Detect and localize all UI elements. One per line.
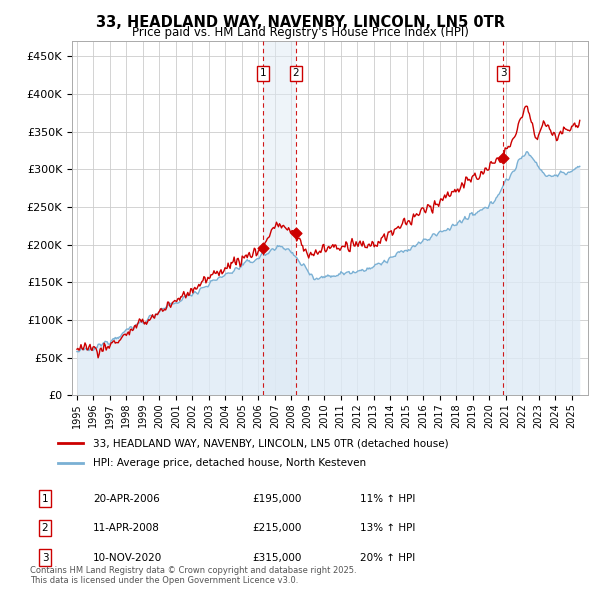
Text: 20% ↑ HPI: 20% ↑ HPI (360, 553, 415, 562)
Text: 10-NOV-2020: 10-NOV-2020 (93, 553, 162, 562)
Text: 33, HEADLAND WAY, NAVENBY, LINCOLN, LN5 0TR: 33, HEADLAND WAY, NAVENBY, LINCOLN, LN5 … (95, 15, 505, 30)
Text: £215,000: £215,000 (252, 523, 301, 533)
Text: Contains HM Land Registry data © Crown copyright and database right 2025.
This d: Contains HM Land Registry data © Crown c… (30, 566, 356, 585)
Point (291, 229, 301, 238)
Text: 2: 2 (292, 68, 299, 78)
Point (499, 153, 508, 163)
Text: 11% ↑ HPI: 11% ↑ HPI (360, 494, 415, 503)
Text: 1: 1 (260, 68, 266, 78)
Text: 13% ↑ HPI: 13% ↑ HPI (360, 523, 415, 533)
Point (259, 244, 268, 253)
Text: £315,000: £315,000 (252, 553, 301, 562)
Text: 2: 2 (41, 523, 49, 533)
Text: HPI: Average price, detached house, North Kesteven: HPI: Average price, detached house, Nort… (94, 458, 367, 467)
Text: 3: 3 (500, 68, 506, 78)
Text: Price paid vs. HM Land Registry's House Price Index (HPI): Price paid vs. HM Land Registry's House … (131, 26, 469, 39)
Text: 20-APR-2006: 20-APR-2006 (93, 494, 160, 503)
Text: 3: 3 (41, 553, 49, 562)
Text: 33, HEADLAND WAY, NAVENBY, LINCOLN, LN5 0TR (detached house): 33, HEADLAND WAY, NAVENBY, LINCOLN, LN5 … (94, 438, 449, 448)
Text: 1: 1 (41, 494, 49, 503)
Text: 11-APR-2008: 11-APR-2008 (93, 523, 160, 533)
Text: £195,000: £195,000 (252, 494, 301, 503)
